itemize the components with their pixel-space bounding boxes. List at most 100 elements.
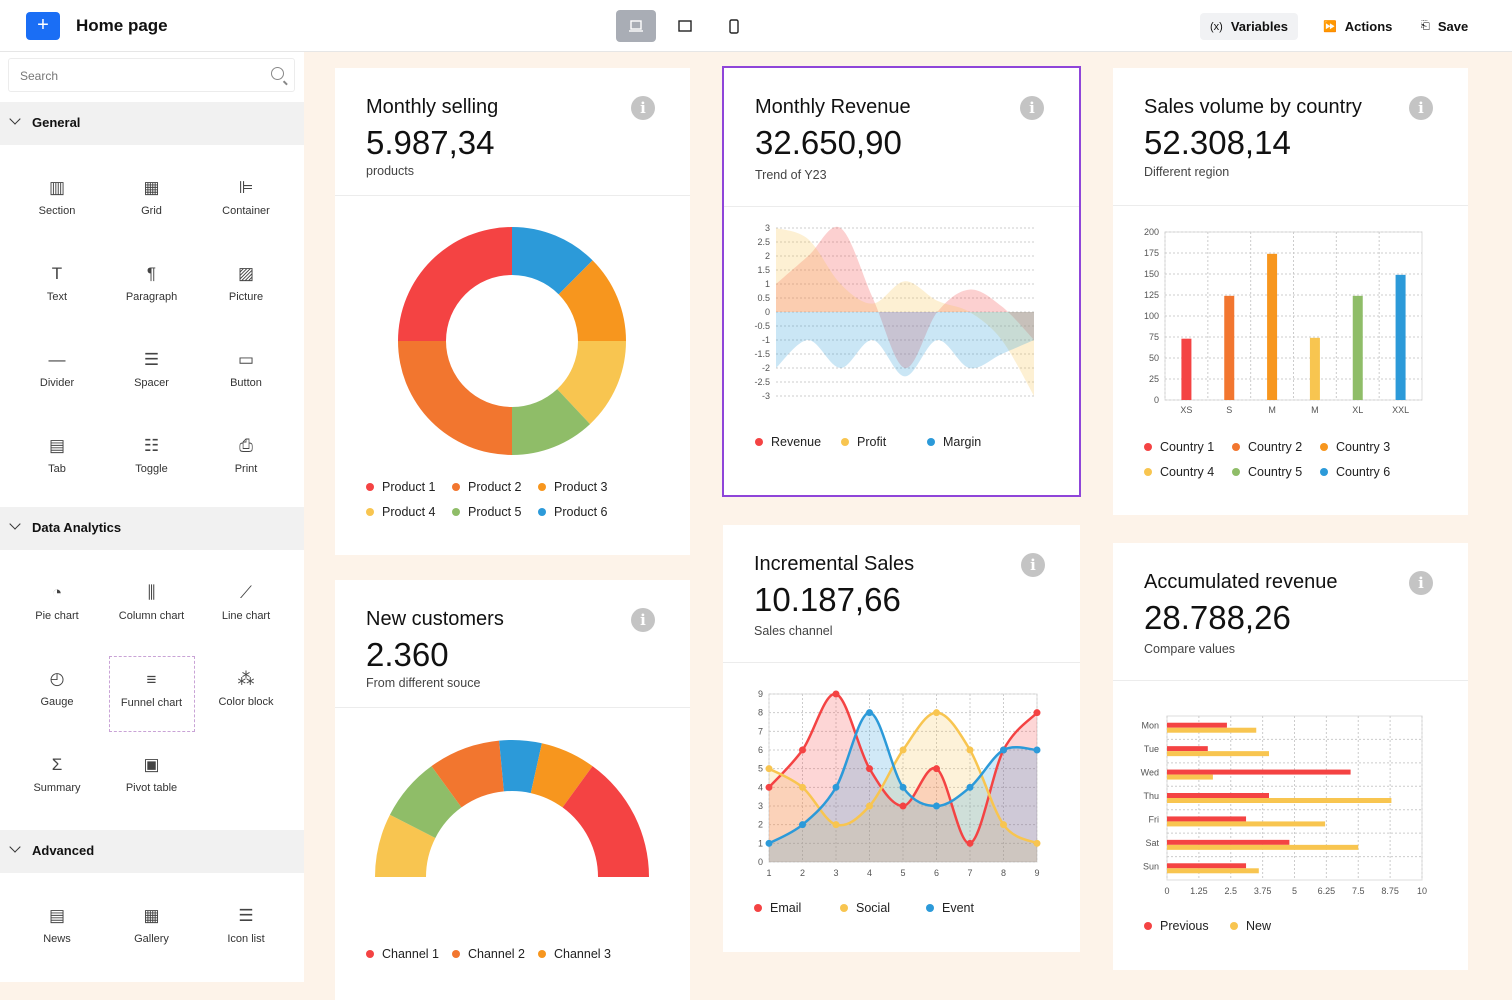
actions-button[interactable]: ⏩ Actions [1313,13,1402,40]
donut-slice-product-1[interactable] [398,227,512,341]
data-point[interactable] [765,839,773,847]
data-point[interactable] [899,746,907,754]
donut-slice-product-4[interactable] [557,341,626,425]
accumulated-revenue-card[interactable]: Accumulated revenue 28.788,26 Compare va… [1113,543,1468,970]
info-icon[interactable]: i [631,96,655,120]
save-button[interactable]: ⎗ Save [1411,13,1478,40]
legend-item[interactable]: Country 2 [1232,440,1302,454]
section-header-data-analytics[interactable]: Data Analytics [0,507,304,550]
data-point[interactable] [866,802,873,810]
donut-slice-product-2[interactable] [398,341,512,455]
component-button[interactable]: ▭ Button [203,337,289,413]
legend-item[interactable]: Channel 2 [452,947,525,961]
donut-slice-product-5[interactable] [512,389,591,455]
data-point[interactable] [799,746,806,754]
legend-item[interactable]: Country 4 [1144,465,1214,479]
legend-item[interactable]: Product 4 [366,505,436,519]
data-point[interactable] [765,765,773,773]
bar-new[interactable] [1167,774,1213,780]
data-point[interactable] [933,709,940,717]
data-point[interactable] [1033,746,1041,754]
legend-item[interactable]: Product 3 [538,480,608,494]
bar-new[interactable] [1167,751,1269,757]
info-icon[interactable]: i [1020,96,1044,120]
monthly-selling-card[interactable]: Monthly selling 5.987,34 products i Prod… [335,68,690,555]
legend-item[interactable]: Profit [841,435,886,449]
bar-previous[interactable] [1167,839,1290,845]
mobile-view-button[interactable] [714,10,754,42]
bar[interactable] [1352,295,1363,400]
bar-previous[interactable] [1167,816,1247,822]
legend-item[interactable]: Product 5 [452,505,522,519]
legend-item[interactable]: Country 6 [1320,465,1390,479]
legend-item[interactable]: Channel 1 [366,947,439,961]
legend-item[interactable]: Email [754,901,801,915]
donut-slice-product-3[interactable] [558,260,626,341]
bar[interactable] [1181,338,1192,400]
legend-item[interactable]: Margin [927,435,981,449]
section-header-advanced[interactable]: Advanced [0,830,304,873]
bar[interactable] [1224,295,1235,400]
legend-item[interactable]: Channel 3 [538,947,611,961]
legend-item[interactable]: Event [926,901,974,915]
gauge-segment[interactable] [499,740,542,794]
component-spacer[interactable]: ☰ Spacer [109,337,195,413]
data-point[interactable] [1033,839,1041,847]
data-point[interactable] [1033,709,1041,717]
bar-previous[interactable] [1167,863,1247,869]
data-point[interactable] [765,783,773,791]
data-point[interactable] [866,709,873,717]
data-point[interactable] [1000,746,1007,754]
legend-item[interactable]: Product 2 [452,480,522,494]
legend-item[interactable]: Country 1 [1144,440,1214,454]
component-tab[interactable]: ▤ Tab [14,423,100,499]
tablet-view-button[interactable] [665,10,705,42]
data-point[interactable] [966,783,974,791]
component-section[interactable]: ▥ Section [14,165,100,241]
info-icon[interactable]: i [631,608,655,632]
bar-new[interactable] [1167,798,1392,803]
component-paragraph[interactable]: ¶ Paragraph [109,251,195,327]
info-icon[interactable]: i [1409,96,1433,120]
bar-previous[interactable] [1167,722,1227,728]
component-picture[interactable]: ▨ Picture [203,251,289,327]
legend-item[interactable]: Product 1 [366,480,436,494]
component-grid[interactable]: ▦ Grid [109,165,195,241]
data-point[interactable] [966,839,974,847]
component-divider[interactable]: — Divider [14,337,100,413]
info-icon[interactable]: i [1021,553,1045,577]
bar-previous[interactable] [1167,746,1208,752]
bar-previous[interactable] [1167,793,1269,798]
legend-item[interactable]: Country 3 [1320,440,1390,454]
component-pie-chart[interactable]: ◔ Pie chart [14,570,100,646]
data-point[interactable] [799,783,806,791]
incremental-sales-card[interactable]: Incremental Sales 10.187,66 Sales channe… [723,525,1080,952]
data-point[interactable] [899,802,907,810]
data-point[interactable] [933,765,940,773]
sales-volume-card[interactable]: Sales volume by country 52.308,14 Differ… [1113,68,1468,515]
bar-new[interactable] [1167,727,1257,733]
gauge-segment[interactable] [431,740,504,808]
section-header-general[interactable]: General [0,102,304,145]
info-icon[interactable]: i [1409,571,1433,595]
new-customers-card[interactable]: New customers 2.360 From different souce… [335,580,690,1000]
bar-previous[interactable] [1167,769,1351,775]
data-point[interactable] [966,746,974,754]
component-news[interactable]: ▤ News [14,893,100,969]
legend-item[interactable]: Previous [1144,919,1209,933]
component-funnel-chart[interactable]: ≡ Funnel chart [108,656,195,732]
data-point[interactable] [866,765,873,773]
bar-new[interactable] [1167,844,1359,850]
search-input[interactable]: Search [8,58,295,92]
gauge-segment[interactable] [389,766,462,838]
component-pivot-table[interactable]: ▣ Pivot table [109,742,195,818]
bar[interactable] [1395,274,1406,400]
monthly-revenue-card[interactable]: Monthly Revenue 32.650,90 Trend of Y23 i… [722,66,1081,497]
add-button[interactable]: + [26,12,60,40]
component-text[interactable]: T Text [14,251,100,327]
bar-new[interactable] [1167,821,1326,827]
data-point[interactable] [799,821,806,829]
bar[interactable] [1309,337,1320,400]
gauge-segment[interactable] [530,743,593,808]
component-gallery[interactable]: ▦ Gallery [109,893,195,969]
